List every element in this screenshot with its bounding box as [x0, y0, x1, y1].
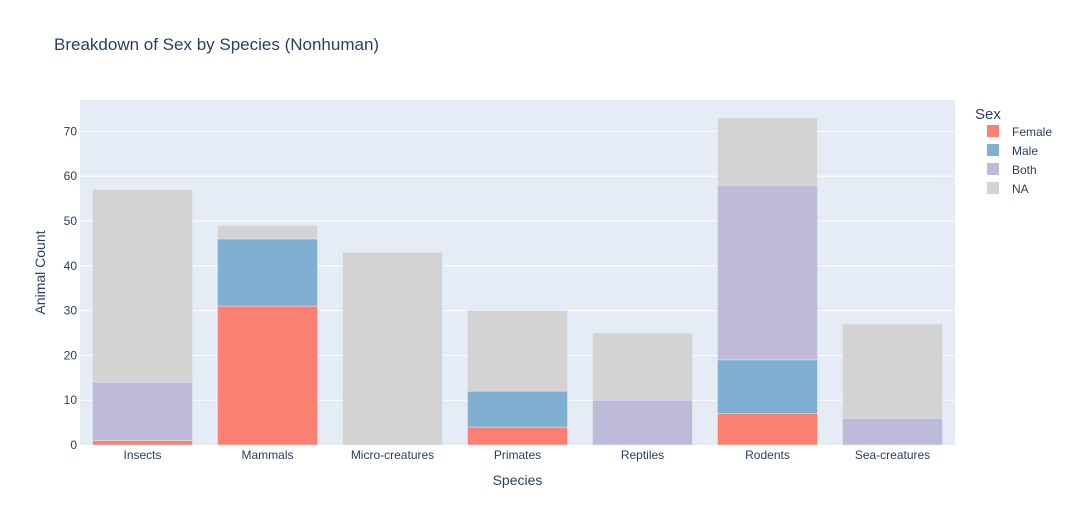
bar-both-insects[interactable]	[92, 382, 193, 441]
y-tick-label: 20	[64, 348, 78, 362]
bar-both-rodents[interactable]	[717, 184, 818, 361]
bar-both-sea-creatures[interactable]	[842, 417, 943, 446]
legend-swatch	[987, 163, 999, 175]
y-tick-label: 0	[70, 438, 77, 452]
legend-swatch	[987, 182, 999, 194]
x-tick-label: Primates	[494, 448, 541, 462]
bar-na-insects[interactable]	[92, 189, 193, 383]
legend: Sex Female Male Both NA	[975, 106, 1052, 196]
legend-label: NA	[1012, 182, 1029, 196]
x-tick-label: Micro-creatures	[351, 448, 434, 462]
y-tick-label: 40	[64, 259, 78, 273]
legend-title: Sex	[975, 106, 1001, 123]
legend-item-female[interactable]: Female	[987, 125, 1052, 139]
bar-female-mammals[interactable]	[217, 305, 318, 446]
y-tick-label: 50	[64, 214, 78, 228]
legend-label: Female	[1012, 125, 1052, 139]
bar-na-micro-creatures[interactable]	[342, 252, 443, 446]
legend-label: Both	[1012, 163, 1037, 177]
x-tick-label: Insects	[123, 448, 161, 462]
bar-na-mammals[interactable]	[217, 225, 318, 240]
x-axis-ticks: Insects Mammals Micro-creatures Primates Rep…	[123, 448, 930, 462]
x-tick-label: Reptiles	[621, 448, 664, 462]
bar-male-mammals[interactable]	[217, 238, 318, 307]
x-tick-label: Sea-creatures	[855, 448, 930, 462]
y-tick-label: 30	[64, 304, 78, 318]
bar-male-primates[interactable]	[467, 390, 568, 428]
legend-item-male[interactable]: Male	[987, 144, 1038, 158]
y-tick-label: 10	[64, 393, 78, 407]
bar-na-rodents[interactable]	[717, 117, 818, 186]
legend-item-na[interactable]: NA	[987, 182, 1029, 196]
legend-swatch	[987, 125, 999, 137]
x-tick-label: Rodents	[745, 448, 790, 462]
bars	[92, 117, 943, 446]
legend-items: Female Male Both NA	[987, 125, 1052, 196]
x-tick-label: Mammals	[241, 448, 293, 462]
bar-na-sea-creatures[interactable]	[842, 323, 943, 419]
bar-both-reptiles[interactable]	[592, 399, 693, 446]
y-tick-label: 70	[64, 124, 78, 138]
legend-item-both[interactable]: Both	[987, 163, 1037, 177]
bar-female-primates[interactable]	[467, 426, 568, 446]
bar-na-primates[interactable]	[467, 310, 568, 392]
bar-male-rodents[interactable]	[717, 359, 818, 414]
bar-female-insects[interactable]	[92, 440, 193, 446]
legend-label: Male	[1012, 144, 1038, 158]
chart-title: Breakdown of Sex by Species (Nonhuman)	[54, 35, 379, 54]
y-tick-label: 60	[64, 169, 78, 183]
y-axis-ticks: 0 10 20 30 40 50 60 70	[64, 124, 78, 452]
y-axis-title: Animal Count	[32, 230, 48, 314]
x-axis-title: Species	[493, 472, 543, 488]
legend-swatch	[987, 144, 999, 156]
bar-na-reptiles[interactable]	[592, 332, 693, 401]
bar-female-rodents[interactable]	[717, 413, 818, 446]
